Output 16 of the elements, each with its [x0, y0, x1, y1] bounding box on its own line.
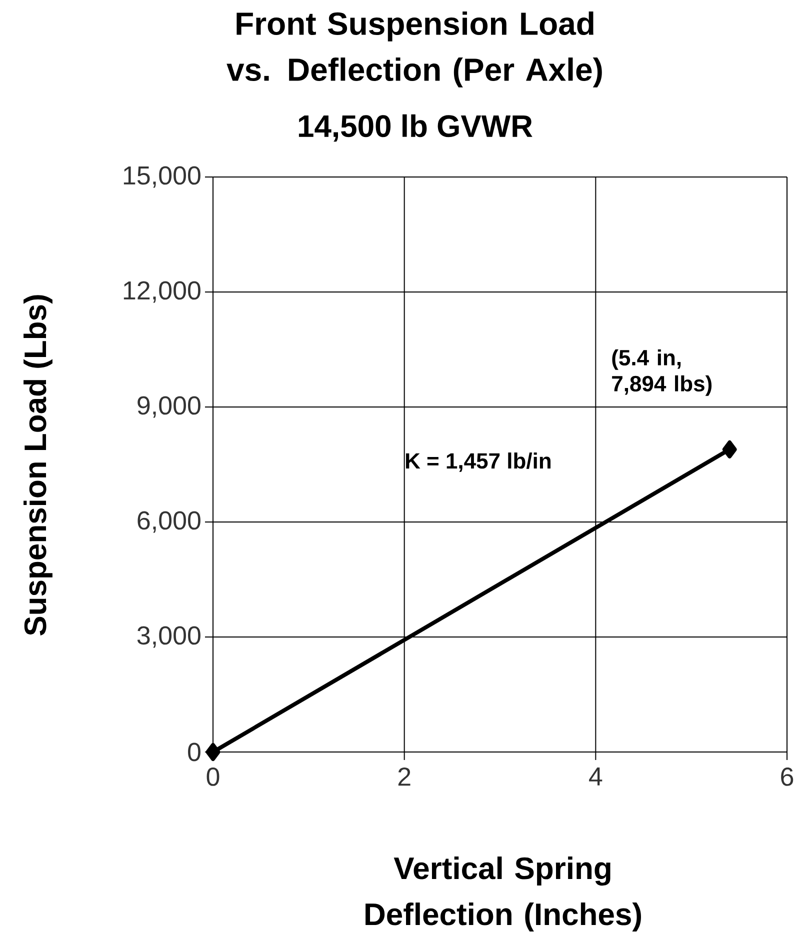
x-tick-label: 0 — [206, 768, 220, 786]
x-tick-label: 6 — [781, 768, 794, 786]
y-tick-label: 12,000 — [124, 281, 200, 303]
y-tick-label: 15,000 — [124, 166, 200, 188]
x-axis-title: Vertical Spring Deflection (Inches) — [366, 856, 641, 932]
x-tick-label: 2 — [398, 768, 410, 786]
y-tick-label: 3,000 — [137, 626, 200, 648]
y-tick-label: 6,000 — [138, 511, 200, 533]
chart-title: Front Suspension Load vs. Deflection (Per Axle) — [226, 12, 602, 88]
annotation: (5.4 in, 7,894 lbs) — [612, 349, 712, 396]
x-tick-label: 4 — [589, 768, 602, 786]
annotation: K = 1,457 lb/in — [406, 452, 550, 472]
y-tick-label: 9,000 — [138, 396, 200, 418]
chart-subtitle: 14,500 lb GVWR — [298, 114, 532, 142]
y-axis-title: Suspension Load (Lbs) — [24, 295, 52, 636]
y-tick-label: 0 — [188, 742, 200, 762]
